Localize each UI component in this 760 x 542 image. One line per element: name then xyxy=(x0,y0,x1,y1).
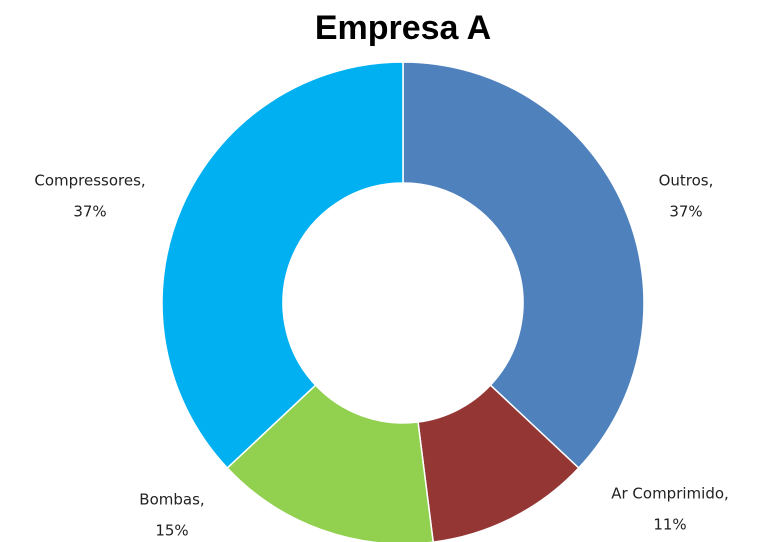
slice-label: Ar Comprimido, xyxy=(611,485,729,503)
chart-title: Empresa A xyxy=(315,9,491,47)
donut-slice xyxy=(226,384,434,542)
value-label: 15% xyxy=(155,522,188,540)
slice-label: Compressores, xyxy=(34,172,145,190)
slice-label: Bombas, xyxy=(139,491,204,509)
value-label: 37% xyxy=(669,203,702,221)
value-label: 37% xyxy=(73,203,106,221)
slice-label: Outros, xyxy=(659,172,714,190)
donut-slice xyxy=(161,61,404,470)
donut-slice xyxy=(402,61,645,470)
value-label: 11% xyxy=(653,516,686,534)
donut-slice xyxy=(417,384,580,542)
